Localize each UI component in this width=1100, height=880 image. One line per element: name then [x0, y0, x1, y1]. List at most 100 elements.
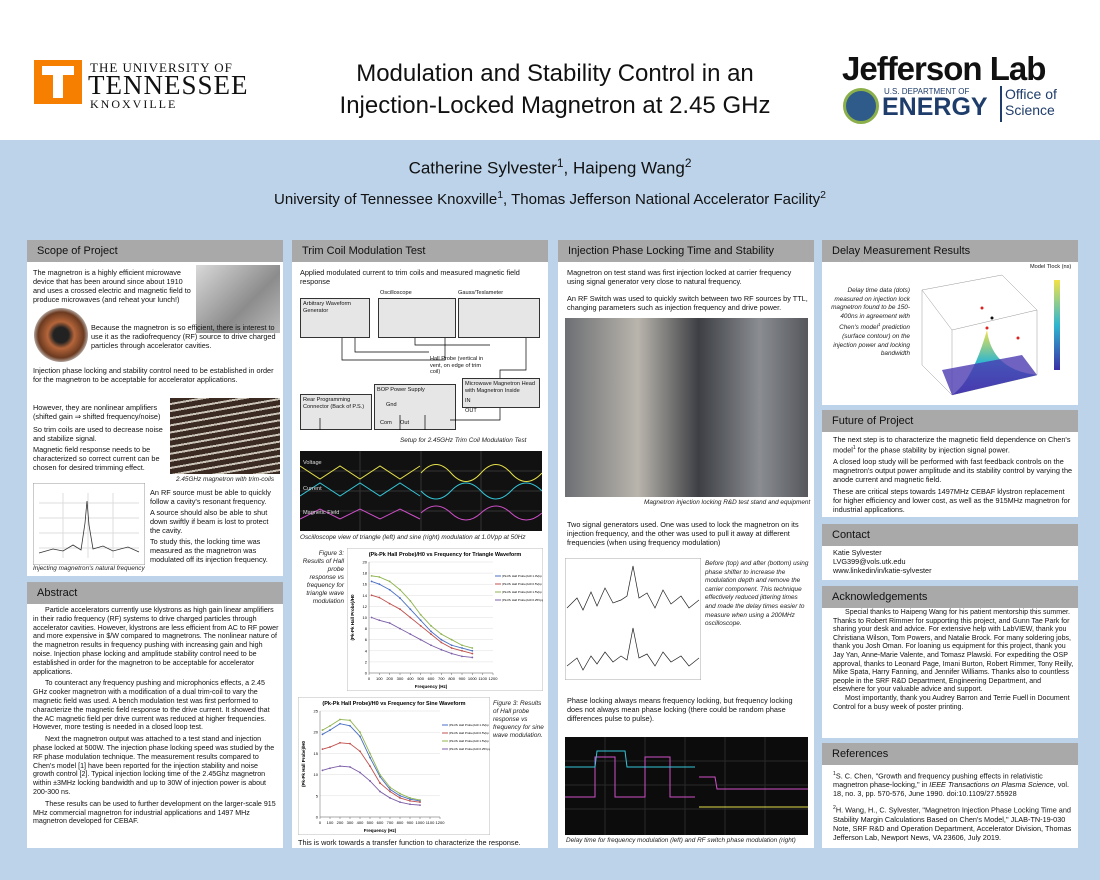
point	[409, 797, 411, 799]
photo	[170, 398, 280, 474]
caption: Injecting magnetron's natural frequency	[33, 565, 145, 572]
point	[359, 771, 361, 774]
paragraph: Particle accelerators currently use klys…	[33, 606, 279, 676]
point	[399, 597, 401, 599]
point	[329, 724, 331, 727]
point	[461, 655, 463, 658]
panel	[27, 604, 283, 848]
point	[471, 647, 474, 649]
legend-label: (Pk-Pk Hall Probe)/H0 1.5Vpp	[449, 739, 489, 743]
y-tick-label: 0	[316, 815, 319, 820]
label: IN	[465, 398, 471, 404]
point	[339, 718, 341, 721]
paragraph: The magnetron is a highly efficient micr…	[33, 268, 191, 304]
office-line: Science	[1005, 102, 1055, 118]
x-tick-label: 600	[377, 820, 384, 825]
office-science: Office of Science	[1005, 86, 1057, 118]
sup: 1	[497, 189, 504, 201]
legend-label: (Pk-Pk Hall Probe)/H0 0.5Vpp	[449, 731, 489, 735]
y-axis-label: (Pk-Pk Hall Probe)/H0	[301, 740, 306, 787]
x-tick-label: 500	[417, 676, 424, 681]
legend-label: (Pk-Pk Hall Probe)/H0 0.5Vpp	[502, 582, 542, 586]
y-tick-label: 4	[365, 648, 368, 653]
point	[450, 644, 453, 647]
legend-label: (Pk-Pk Hall Probe)/H0 1.0Vpp	[449, 723, 489, 727]
text: IEEE Transactions on Plasma Science	[929, 780, 1054, 790]
point	[409, 599, 412, 602]
sup: 2	[684, 156, 692, 170]
paragraph: To counteract any frequency pushing and …	[33, 679, 270, 732]
paragraph: However, they are nonlinear amplifiers (…	[33, 403, 161, 421]
photo	[196, 265, 280, 333]
point	[430, 624, 432, 627]
x-tick-label: 1100	[426, 820, 435, 825]
point	[369, 780, 371, 782]
point	[450, 647, 453, 649]
x-tick-label: 600	[428, 676, 435, 681]
paragraph: Magnetic field response needs to be char…	[33, 445, 160, 472]
y-tick-label: 14	[363, 593, 368, 598]
reference: 2H. Wang, H., C. Sylvester, "Magnetron I…	[833, 804, 1073, 841]
ut-line: TENNESSEE	[88, 70, 249, 100]
box: BOP Power Supply	[374, 384, 456, 430]
x-tick-label: 1200	[436, 820, 446, 825]
plot-background	[298, 697, 490, 835]
title-line: Modulation and Stability Control in an	[356, 60, 754, 87]
point	[419, 804, 421, 807]
point	[430, 633, 432, 636]
x-axis-label: Frequency (Hz)	[364, 828, 397, 833]
legend-label: (Pk-Pk Hall Probe)/H0 1.0Vpp	[502, 574, 542, 578]
point	[370, 580, 373, 583]
title-line: Injection-Locked Magnetron at 2.45 GHz	[339, 92, 771, 119]
point	[379, 775, 381, 778]
point	[461, 647, 463, 649]
caption: Delay time for frequency modulation (lef…	[566, 837, 796, 844]
point	[440, 648, 443, 651]
y-tick-label: 15	[314, 751, 319, 756]
ut-line: KNOXVILLE	[90, 97, 178, 111]
x-tick-label: 300	[347, 820, 354, 825]
paragraph: To study this, the locking time was meas…	[150, 537, 268, 564]
point	[461, 649, 463, 652]
point	[378, 619, 381, 622]
ut-t-stem	[53, 66, 63, 98]
label: Oscilloscope	[380, 290, 412, 296]
point	[419, 624, 422, 627]
y-tick-label: 2	[365, 659, 368, 664]
point	[321, 733, 324, 736]
authors: Catherine Sylvester1, Haipeng Wang2	[0, 156, 1100, 179]
paragraph: Special thanks to Haipeng Wang for his p…	[833, 609, 1074, 694]
point	[419, 613, 422, 616]
trace-label: Voltage	[303, 460, 322, 466]
point	[399, 794, 401, 797]
point	[321, 748, 324, 751]
box: Rear Programming Connector (Back of P.S.…	[300, 394, 372, 430]
point	[349, 719, 351, 722]
legend-label: (Pk-Pk Hall Probe)/H0 1.5Vpp	[502, 590, 542, 594]
caption: Figure 3: Results of Hall probe response…	[302, 550, 344, 605]
y-axis-label: (Pk-Pk Hall Probe)/H0	[350, 594, 355, 641]
paragraph: Most importantly, thank you Audrey Barro…	[833, 694, 1070, 711]
paragraph: An RF Switch was used to quickly switch …	[567, 294, 808, 312]
point	[369, 765, 371, 768]
x-tick-label: 100	[376, 676, 383, 681]
line-chart: (Pk-Pk Hall Probe)/H0 vs Frequency for T…	[347, 548, 543, 691]
paragraph: Because the magnetron is so efficient, t…	[91, 323, 276, 350]
point	[419, 619, 422, 622]
x-tick-label: 1000	[468, 676, 478, 681]
caption: Oscilloscope view of triangle (left) and…	[300, 534, 526, 541]
y-tick-label: 6	[365, 637, 368, 642]
point	[471, 656, 474, 659]
point	[399, 801, 401, 804]
ut-line: THE UNIVERSITY OF	[90, 60, 233, 75]
y-tick-label: 12	[363, 604, 368, 609]
box	[378, 298, 456, 338]
caption: Delay time data (dots) measured on injec…	[826, 287, 910, 359]
point	[409, 798, 411, 801]
text: S. C. Chen, "Growth and frequency pushin…	[833, 771, 1043, 790]
section-heading: Contact	[822, 524, 1078, 546]
text: The next step is to characterize the mag…	[833, 435, 1071, 455]
poster-title: Modulation and Stability Control in an In…	[250, 58, 860, 122]
label: Gauss/Teslameter	[458, 290, 504, 296]
section-heading: Abstract	[27, 582, 283, 604]
